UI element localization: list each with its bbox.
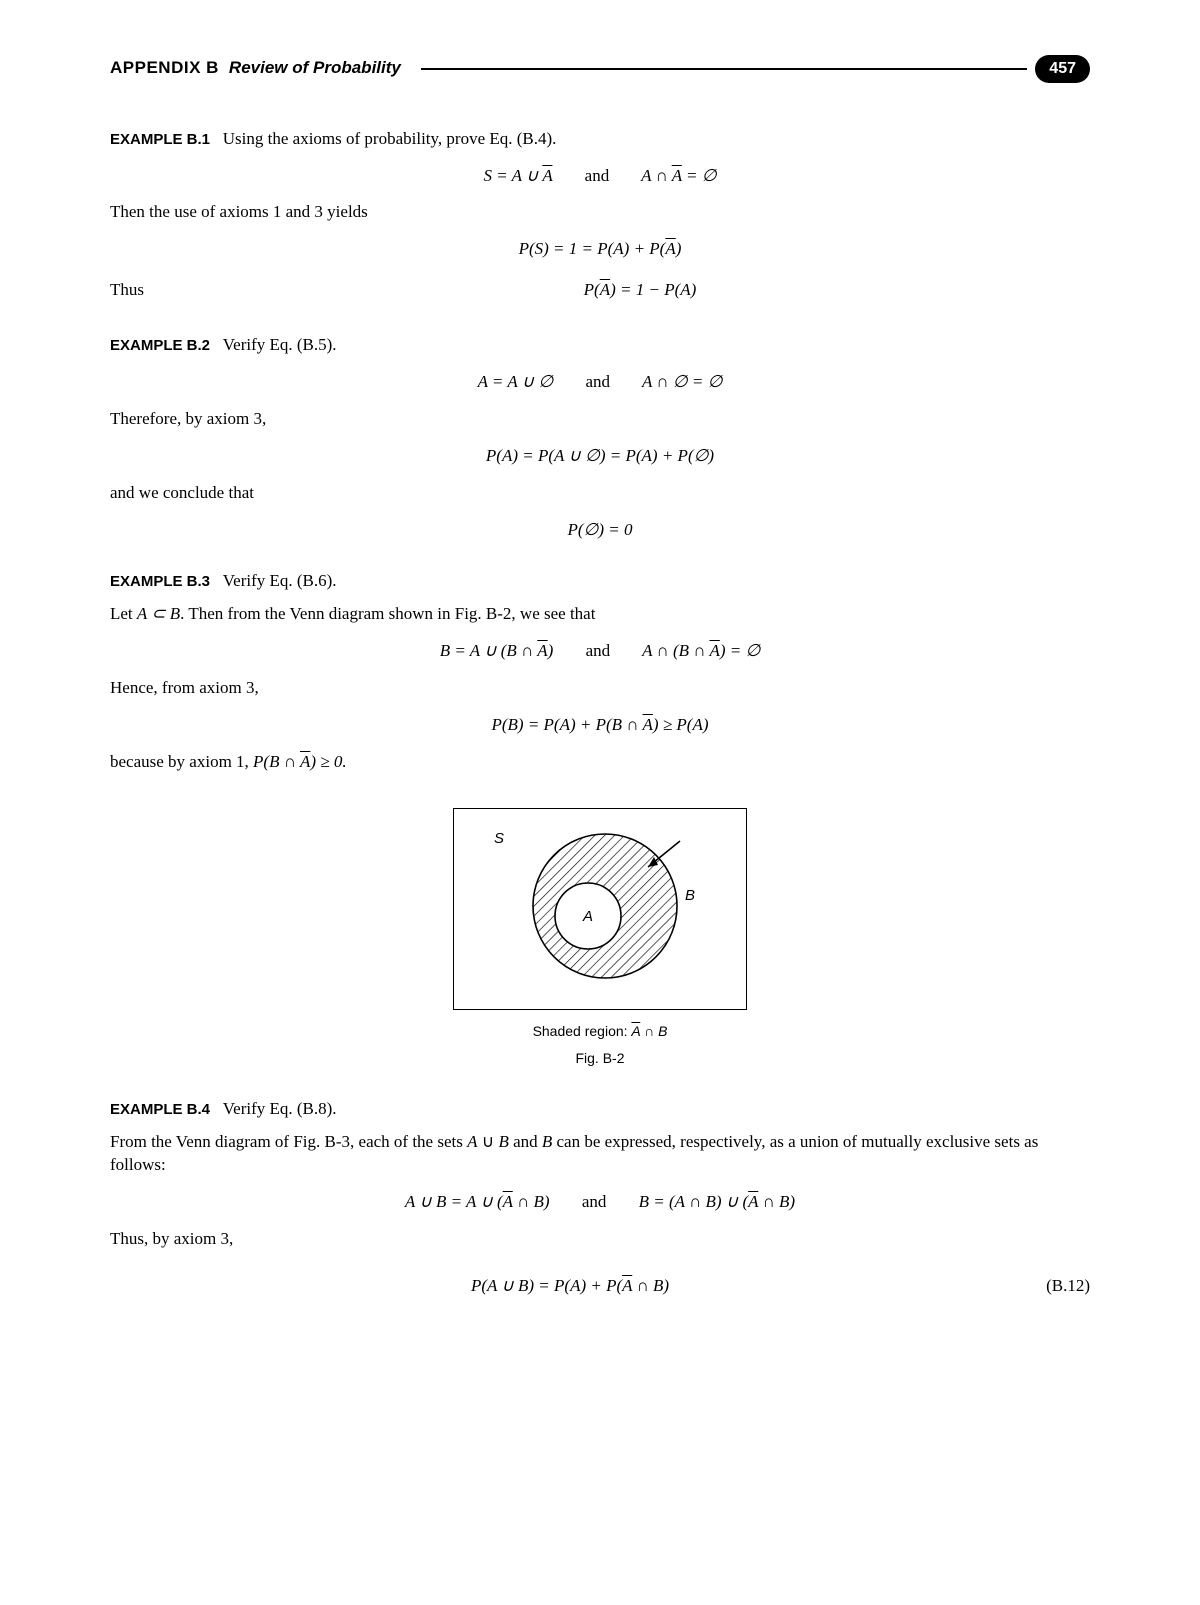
label-b: B: [685, 887, 695, 904]
example-b1: EXAMPLE B.1 Using the axioms of probabil…: [110, 128, 1090, 307]
eq-part: ∩ B): [632, 1276, 669, 1295]
eq-part: A ∪ B = A ∪ (: [405, 1192, 503, 1211]
example-label: EXAMPLE B.1: [110, 131, 210, 148]
appendix-title: Review of Probability: [229, 57, 401, 80]
eq-part: B = A ∪ (B ∩: [440, 641, 538, 660]
example-label: EXAMPLE B.2: [110, 337, 210, 354]
eq-part: A ∩ (B ∩: [642, 641, 709, 660]
figure-box: S A B: [453, 808, 747, 1011]
eq-part: ): [676, 239, 682, 258]
text-part: ) ≥ 0.: [310, 752, 346, 771]
equation: P(S) = 1 = P(A) + P(A): [110, 238, 1090, 261]
eq-word: and: [582, 1192, 607, 1211]
caption-part: Shaded region:: [533, 1023, 632, 1039]
example-prompt: Verify Eq. (B.6).: [223, 571, 337, 590]
equation: P(A ∪ B) = P(A) + P(A ∩ B): [110, 1275, 1030, 1298]
example-b4: EXAMPLE B.4 Verify Eq. (B.8). From the V…: [110, 1098, 1090, 1312]
example-b1-heading: EXAMPLE B.1 Using the axioms of probabil…: [110, 128, 1090, 151]
eq-overline: A: [709, 641, 719, 660]
label-a: A: [582, 908, 593, 925]
text-part: From the Venn diagram of Fig. B-3, each …: [110, 1132, 1038, 1174]
eq-part: ∩ B): [758, 1192, 795, 1211]
example-prompt: Verify Eq. (B.8).: [223, 1099, 337, 1118]
eq-part: ) = 1 − P(A): [610, 280, 696, 299]
example-b2: EXAMPLE B.2 Verify Eq. (B.5). A = A ∪ ∅ …: [110, 334, 1090, 542]
venn-diagram: S A B: [480, 821, 720, 991]
eq-overline: A: [643, 715, 653, 734]
body-text: Then the use of axioms 1 and 3 yields: [110, 201, 1090, 224]
eq-overline: A: [622, 1276, 632, 1295]
eq-part: S = A ∪: [483, 166, 542, 185]
lead-word: Thus: [110, 279, 190, 302]
eq-part: ) ≥ P(A): [653, 715, 709, 734]
eq-overline: A: [503, 1192, 513, 1211]
example-b3-heading: EXAMPLE B.3 Verify Eq. (B.6).: [110, 570, 1090, 593]
example-label: EXAMPLE B.3: [110, 573, 210, 590]
eq-overline: A: [748, 1192, 758, 1211]
eq-part: = ∅: [682, 166, 717, 185]
text-part: P(B ∩: [253, 752, 300, 771]
equation-row: Thus P(A) = 1 − P(A): [110, 275, 1090, 306]
figure-label: Fig. B-2: [110, 1049, 1090, 1068]
eq-word: and: [585, 372, 610, 391]
body-text: Hence, from axiom 3,: [110, 677, 1090, 700]
example-label: EXAMPLE B.4: [110, 1101, 210, 1118]
caption-overline: A: [631, 1023, 640, 1039]
equation: P(∅) = 0: [110, 519, 1090, 542]
body-text: From the Venn diagram of Fig. B-3, each …: [110, 1131, 1090, 1177]
eq-part: ) = ∅: [720, 641, 760, 660]
eq-part: A ∩: [641, 166, 672, 185]
eq-part: P(B) = P(A) + P(B ∩: [491, 715, 642, 734]
eq-part: B = (A ∩ B) ∪ (: [639, 1192, 749, 1211]
figure-b2: S A B Shaded region: A ∩ B Fig. B-2: [110, 808, 1090, 1069]
eq-overline: A: [542, 166, 552, 185]
eq-part: ): [548, 641, 554, 660]
appendix-label: APPENDIX B: [110, 57, 219, 80]
example-b4-heading: EXAMPLE B.4 Verify Eq. (B.8).: [110, 1098, 1090, 1121]
eq-overline: A: [600, 280, 610, 299]
label-s: S: [494, 830, 504, 847]
eq-overline: A: [300, 752, 310, 771]
eq-word: and: [585, 166, 610, 185]
equation: A = A ∪ ∅ and A ∩ ∅ = ∅: [110, 371, 1090, 394]
eq-part: P(S) = 1 = P(A) + P(: [519, 239, 666, 258]
eq-overline: A: [672, 166, 682, 185]
equation: P(A) = P(A ∪ ∅) = P(A) + P(∅): [110, 445, 1090, 468]
eq-part: P(: [584, 280, 600, 299]
eq-part: A = A ∪ ∅: [478, 372, 554, 391]
body-text: Let A ⊂ B. Then from the Venn diagram sh…: [110, 603, 1090, 626]
example-b2-heading: EXAMPLE B.2 Verify Eq. (B.5).: [110, 334, 1090, 357]
page-header: APPENDIX B Review of Probability 457: [110, 55, 1090, 83]
equation-number: (B.12): [1030, 1275, 1090, 1298]
body-text: Therefore, by axiom 3,: [110, 408, 1090, 431]
body-text: Thus, by axiom 3,: [110, 1228, 1090, 1251]
caption-part: ∩ B: [640, 1023, 667, 1039]
header-rule: [421, 68, 1027, 70]
equation: P(A) = 1 − P(A): [190, 279, 1090, 302]
eq-word: and: [586, 641, 611, 660]
eq-overline: A: [665, 239, 675, 258]
equation-numbered: P(A ∪ B) = P(A) + P(A ∩ B) (B.12): [110, 1261, 1090, 1312]
eq-part: A ∩ ∅ = ∅: [642, 372, 722, 391]
eq-overline: A: [537, 641, 547, 660]
example-b3: EXAMPLE B.3 Verify Eq. (B.6). Let A ⊂ B.…: [110, 570, 1090, 774]
page-number-badge: 457: [1035, 55, 1090, 83]
eq-part: P(A ∪ B) = P(A) + P(: [471, 1276, 622, 1295]
text-part: . Then from the Venn diagram shown in Fi…: [180, 604, 595, 623]
equation: B = A ∪ (B ∩ A) and A ∩ (B ∩ A) = ∅: [110, 640, 1090, 663]
example-prompt: Using the axioms of probability, prove E…: [223, 129, 557, 148]
equation: A ∪ B = A ∪ (A ∩ B) and B = (A ∩ B) ∪ (A…: [110, 1191, 1090, 1214]
text-part: Let: [110, 604, 137, 623]
body-text: and we conclude that: [110, 482, 1090, 505]
text-italic: A ⊂ B: [137, 604, 180, 623]
eq-part: ∩ B): [513, 1192, 550, 1211]
equation: S = A ∪ A and A ∩ A = ∅: [110, 165, 1090, 188]
text-part: because by axiom 1,: [110, 752, 253, 771]
equation: P(B) = P(A) + P(B ∩ A) ≥ P(A): [110, 714, 1090, 737]
body-text: because by axiom 1, P(B ∩ A) ≥ 0.: [110, 751, 1090, 774]
example-prompt: Verify Eq. (B.5).: [223, 335, 337, 354]
figure-caption: Shaded region: A ∩ B: [110, 1022, 1090, 1041]
